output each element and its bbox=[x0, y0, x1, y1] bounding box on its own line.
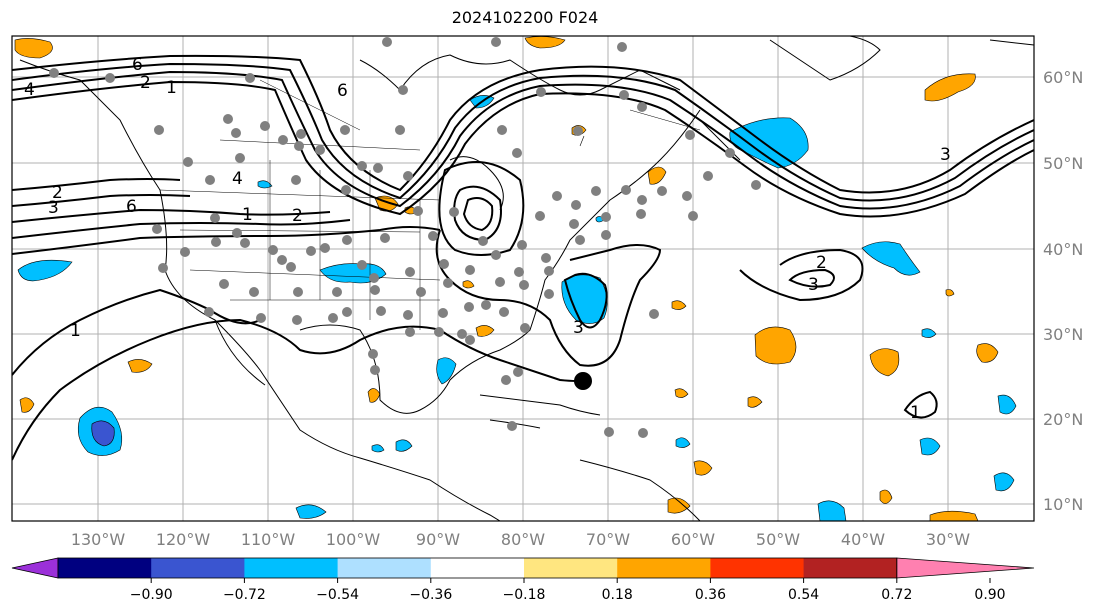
colorbar-segment bbox=[58, 558, 152, 578]
lon-label: 70°W bbox=[586, 530, 630, 549]
lon-label: 50°W bbox=[756, 530, 800, 549]
colorbar-tick-label: −0.36 bbox=[409, 587, 452, 603]
latitude-labels: 60°N 50°N 40°N 30°N 20°N 10°N bbox=[1043, 68, 1083, 514]
contour-label: 3 bbox=[573, 318, 584, 338]
lat-label: 10°N bbox=[1043, 495, 1083, 514]
lat-label: 50°N bbox=[1043, 154, 1083, 173]
lon-label: 80°W bbox=[501, 530, 545, 549]
colorbar-segment bbox=[151, 558, 245, 578]
lon-label: 40°W bbox=[841, 530, 885, 549]
colorbar-segment bbox=[803, 558, 898, 578]
map-frame bbox=[11, 35, 1035, 522]
lon-label: 130°W bbox=[71, 530, 126, 549]
colorbar-tick-label: −0.72 bbox=[223, 587, 266, 603]
colorbar-segment bbox=[244, 558, 339, 578]
lat-label: 60°N bbox=[1043, 68, 1083, 87]
contour-label: 1 bbox=[70, 321, 81, 341]
colorbar-tick-label: 0.72 bbox=[881, 587, 912, 603]
contour-label: 6 bbox=[126, 197, 137, 217]
contour-label: 6 bbox=[337, 81, 348, 101]
lon-label: 100°W bbox=[326, 530, 381, 549]
lon-label: 110°W bbox=[241, 530, 296, 549]
contour-label: 1 bbox=[242, 205, 253, 225]
colorbar-tick-label: −0.54 bbox=[316, 587, 359, 603]
contour-label: 3 bbox=[48, 198, 59, 218]
contour-label: 2 bbox=[292, 206, 303, 226]
colorbar-tick-label: 0.18 bbox=[602, 587, 633, 603]
contour-label: 1 bbox=[166, 78, 177, 98]
colorbar-tick-label: 0.54 bbox=[788, 587, 819, 603]
colorbar-tick-label: 0.90 bbox=[974, 587, 1005, 603]
contour-label: 4 bbox=[24, 80, 35, 100]
colorbar-tick-label: 0.36 bbox=[695, 587, 726, 603]
longitude-labels: 130°W 120°W 110°W 100°W 90°W 80°W 70°W 6… bbox=[71, 530, 970, 549]
anomaly-shading bbox=[14, 36, 1017, 521]
colorbar-segment bbox=[524, 558, 618, 578]
contour-label: 3 bbox=[940, 145, 951, 165]
coastlines bbox=[19, 36, 1034, 521]
storm-center-marker bbox=[574, 372, 592, 390]
colorbar-segment bbox=[617, 558, 711, 578]
contour-label: 1 bbox=[910, 403, 921, 423]
contour-label: 2 bbox=[52, 183, 63, 203]
colorbar-segment bbox=[337, 558, 432, 578]
contour-label: 4 bbox=[232, 169, 243, 189]
contour-label-group: 6 2 1 4 6 2 3 6 4 1 2 3 2 3 1 1 3 bbox=[24, 55, 951, 423]
lat-label: 40°N bbox=[1043, 240, 1083, 259]
lat-label: 30°N bbox=[1043, 325, 1083, 344]
map-title: 2024102200 F024 bbox=[451, 8, 599, 27]
colorbar-arrow-high bbox=[896, 557, 1035, 579]
colorbar-arrow-low bbox=[11, 557, 59, 579]
colorbar-segment bbox=[710, 558, 805, 578]
colorbar-tick-label: −0.18 bbox=[503, 587, 546, 603]
lon-label: 90°W bbox=[416, 530, 460, 549]
station-markers bbox=[49, 37, 761, 438]
contour-label: 3 bbox=[808, 275, 819, 295]
lon-label: 60°W bbox=[671, 530, 715, 549]
lat-label: 20°N bbox=[1043, 410, 1083, 429]
contour-label: 2 bbox=[140, 73, 151, 93]
contour-label: 2 bbox=[816, 253, 827, 273]
colorbar-segment bbox=[430, 558, 525, 578]
contour-label: 6 bbox=[132, 55, 143, 75]
lon-label: 30°W bbox=[926, 530, 970, 549]
colorbar-frame bbox=[57, 557, 898, 579]
colorbar-tick-label: −0.90 bbox=[130, 587, 173, 603]
lon-label: 120°W bbox=[156, 530, 211, 549]
colorbar: −0.90 −0.72 −0.54 −0.36 −0.18 0.18 0.36 0.54 0.7… bbox=[11, 557, 1035, 603]
